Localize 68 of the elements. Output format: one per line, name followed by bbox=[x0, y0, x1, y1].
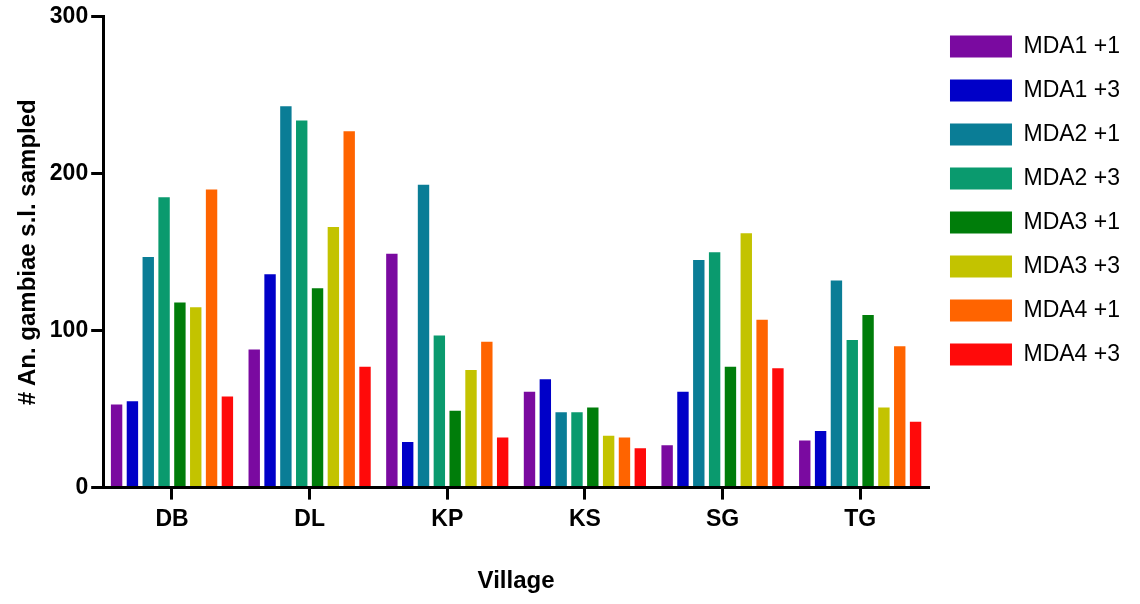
bar bbox=[449, 410, 461, 487]
bar bbox=[401, 442, 414, 487]
bar bbox=[327, 227, 340, 487]
bar bbox=[296, 120, 308, 487]
bar bbox=[142, 256, 154, 487]
bar bbox=[417, 184, 430, 487]
bar bbox=[756, 319, 768, 487]
bar bbox=[126, 401, 139, 487]
bar bbox=[878, 407, 890, 487]
bar bbox=[359, 366, 371, 487]
legend-label: MDA3 +1 bbox=[1023, 207, 1120, 234]
x-tick-label: TG bbox=[844, 504, 877, 531]
bar bbox=[618, 437, 631, 487]
bar bbox=[433, 335, 446, 487]
y-axis-title: # An. gambiae s.l. sampled bbox=[13, 99, 41, 406]
y-tick-label: 100 bbox=[49, 316, 89, 343]
bar bbox=[555, 412, 567, 487]
bar bbox=[280, 106, 292, 487]
y-tick-label: 300 bbox=[49, 2, 89, 29]
x-tick-label: KS bbox=[568, 504, 601, 531]
bar bbox=[539, 379, 552, 487]
legend-label: MDA3 +3 bbox=[1023, 251, 1120, 278]
bar bbox=[830, 280, 843, 487]
bar bbox=[846, 340, 858, 487]
bar bbox=[661, 445, 673, 487]
x-tick-label: DB bbox=[155, 504, 189, 531]
bar bbox=[724, 366, 737, 487]
bar bbox=[587, 407, 599, 487]
bar bbox=[602, 435, 615, 487]
bar bbox=[677, 391, 689, 487]
bar bbox=[386, 253, 398, 487]
bar bbox=[190, 307, 202, 487]
x-axis-title: Village bbox=[477, 566, 555, 594]
legend-label: MDA4 +3 bbox=[1023, 339, 1120, 366]
bar bbox=[311, 288, 324, 487]
bar bbox=[634, 448, 646, 487]
bar bbox=[343, 131, 355, 487]
bar bbox=[158, 197, 170, 487]
bar bbox=[862, 314, 874, 487]
bar bbox=[693, 260, 705, 487]
bar bbox=[465, 369, 477, 487]
y-tick-label: 0 bbox=[75, 472, 89, 499]
legend-label: MDA1 +1 bbox=[1023, 31, 1120, 58]
legend-label: MDA2 +3 bbox=[1023, 163, 1120, 190]
bar bbox=[264, 274, 276, 487]
bar bbox=[894, 346, 906, 487]
bar bbox=[708, 252, 721, 487]
legend-label: MDA4 +1 bbox=[1023, 295, 1120, 322]
bar bbox=[248, 349, 260, 487]
bar bbox=[523, 391, 536, 487]
x-tick-label: SG bbox=[705, 504, 740, 531]
bar bbox=[496, 437, 509, 487]
bar bbox=[221, 396, 234, 487]
legend-label: MDA2 +1 bbox=[1023, 119, 1120, 146]
y-tick-label: 200 bbox=[49, 159, 89, 186]
bar bbox=[799, 440, 811, 487]
bar bbox=[814, 431, 827, 487]
bar bbox=[205, 189, 218, 487]
bar bbox=[110, 404, 123, 487]
bar bbox=[571, 412, 583, 487]
bar bbox=[740, 233, 752, 487]
bar bbox=[481, 341, 493, 487]
legend-label: MDA1 +3 bbox=[1023, 75, 1120, 102]
x-tick-label: KP bbox=[431, 504, 464, 531]
bar bbox=[909, 421, 922, 487]
bar bbox=[772, 368, 784, 487]
x-tick-label: DL bbox=[294, 504, 325, 531]
bar bbox=[174, 302, 186, 487]
